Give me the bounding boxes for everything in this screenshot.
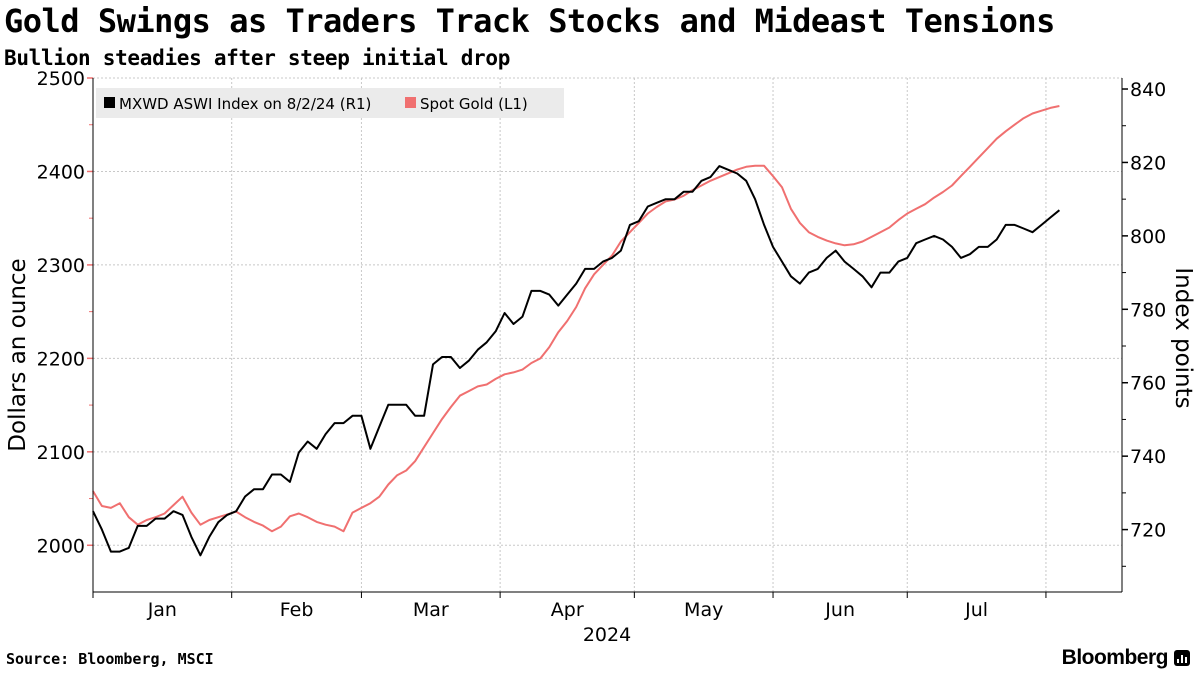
left-tick-label: 2200 [37, 348, 85, 370]
legend-label: Spot Gold (L1) [420, 95, 528, 113]
series-line-mxwd-aswi [92, 165, 1061, 557]
x-tick-label: Jul [964, 599, 988, 621]
x-tick-label: Jun [824, 599, 855, 621]
chart-title: Gold Swings as Traders Track Stocks and … [4, 2, 1055, 40]
right-tick-label: 780 [1130, 299, 1166, 321]
axes: 2000 2100 2200 2300 2400 2500 720 740 760 780 800 8… [5, 68, 1196, 646]
right-tick-label: 760 [1130, 373, 1166, 395]
left-tick-label: 2500 [37, 68, 85, 90]
grid-lines [92, 77, 1122, 592]
bar-chart-icon [1174, 650, 1190, 666]
right-tick-label: 840 [1130, 79, 1166, 101]
left-tick-label: 2000 [37, 535, 85, 557]
chart-subtitle: Bullion steadies after steep initial dro… [4, 46, 511, 70]
x-tick-label: Mar [413, 599, 449, 621]
source-note: Source: Bloomberg, MSCI [6, 650, 214, 668]
brand-logo: Bloomberg [1062, 646, 1190, 670]
legend-swatch [104, 97, 115, 108]
x-tick-label: Apr [551, 599, 584, 621]
legend-label: MXWD ASWI Index on 8/2/24 (R1) [119, 95, 371, 113]
right-axis-title: Index points [1170, 267, 1196, 408]
left-tick-label: 2300 [37, 255, 85, 277]
legend-background [96, 88, 564, 118]
right-tick-label: 740 [1130, 446, 1166, 468]
left-tick-label: 2400 [37, 161, 85, 183]
x-tick-label: Feb [280, 599, 314, 621]
x-axis-year-label: 2024 [583, 624, 631, 646]
legend: MXWD ASWI Index on 8/2/24 (R1) Spot Gold … [96, 88, 564, 118]
left-axis-title: Dollars an ounce [5, 258, 31, 451]
left-tick-label: 2100 [37, 442, 85, 464]
x-tick-label: May [684, 599, 723, 621]
right-tick-label: 820 [1130, 152, 1166, 174]
series-line-spot-gold [92, 105, 1060, 533]
right-tick-label: 720 [1130, 520, 1166, 542]
series-lines [92, 105, 1061, 557]
x-tick-label: Jan [147, 599, 177, 621]
right-tick-label: 800 [1130, 226, 1166, 248]
brand-wordmark: Bloomberg [1061, 646, 1169, 669]
legend-swatch [405, 97, 416, 108]
